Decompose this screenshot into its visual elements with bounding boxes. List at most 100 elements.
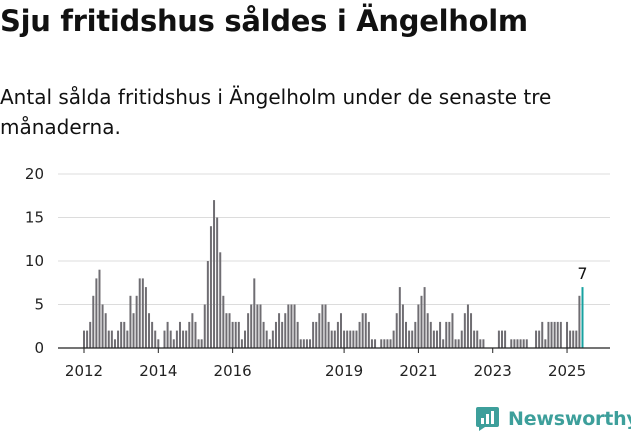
newsworthy-logo: Newsworthy [475,406,631,432]
bar [392,330,395,348]
bar [178,321,181,348]
bar [349,330,352,348]
y-tick-label: 5 [34,296,44,314]
bar [398,287,401,348]
bar [86,330,89,348]
bar-chart: 0 5 10 15 20 2012 2014 2016 2019 2021 2023 2025 7 [25,165,610,380]
bar [405,321,408,348]
bar [216,217,219,348]
bar [460,330,463,348]
bar [244,330,247,348]
bar [525,339,528,348]
bar [432,330,435,348]
bar [237,321,240,348]
bar [479,339,482,348]
bar [550,321,553,348]
bar [299,339,302,348]
bar [553,321,556,348]
bar [113,339,116,348]
bar [364,313,367,348]
x-axis [58,347,610,353]
bar [256,304,259,348]
bar [389,339,392,348]
bar [83,330,85,348]
bar [213,200,216,348]
x-tick-label: 2019 [325,362,363,380]
bar [259,304,262,348]
bar [172,339,175,348]
bar [370,339,373,348]
bar [324,304,327,348]
bar [435,330,438,348]
bar [188,321,191,348]
bar [129,295,132,348]
bar [336,321,339,348]
bar [330,330,333,348]
bar [361,313,364,348]
bar [380,339,383,348]
bar [182,330,185,348]
bar [451,313,454,348]
bar [268,339,271,348]
bar [197,339,200,348]
bar [500,330,503,348]
bar [225,313,228,348]
bar [95,278,98,348]
bar [454,339,457,348]
bar [169,330,172,348]
bar [352,330,355,348]
bar [148,313,151,348]
bar [439,321,442,348]
y-axis-ticks: 0 5 10 15 20 [25,165,44,357]
bar [309,339,312,348]
bar [222,295,225,348]
y-tick-label: 10 [25,252,44,270]
bar [556,321,559,348]
bar [206,261,209,348]
highlighted-bar [581,287,584,348]
bar [315,321,318,348]
bar [346,330,349,348]
bar [166,321,169,348]
bar [312,321,315,348]
bar [559,321,562,348]
bar [271,330,274,348]
bar [535,330,538,348]
bar [274,321,277,348]
bar [110,330,113,348]
bar [566,321,569,348]
bar [123,321,126,348]
bar [120,321,123,348]
bar [522,339,525,348]
bar [510,339,513,348]
bar [287,304,290,348]
bar [321,304,324,348]
bar [383,339,386,348]
y-tick-label: 0 [34,339,44,357]
bar [420,295,423,348]
bar [426,313,429,348]
bar [228,313,231,348]
newsworthy-chart-icon [476,407,499,431]
bar [234,321,237,348]
x-tick-label: 2014 [139,362,177,380]
bar [401,304,404,348]
bar [175,330,178,348]
bar [429,321,432,348]
bar [141,278,144,348]
bar [339,313,342,348]
bar [126,330,129,348]
bar [219,252,222,348]
x-tick-label: 2012 [65,362,103,380]
bar [203,304,206,348]
bar [209,226,212,348]
bar [305,339,308,348]
bar [157,339,160,348]
bar [544,339,547,348]
x-tick-label: 2023 [474,362,512,380]
bar [318,313,321,348]
bar [240,339,243,348]
bars [83,200,584,348]
bar [327,321,330,348]
bar [200,339,203,348]
